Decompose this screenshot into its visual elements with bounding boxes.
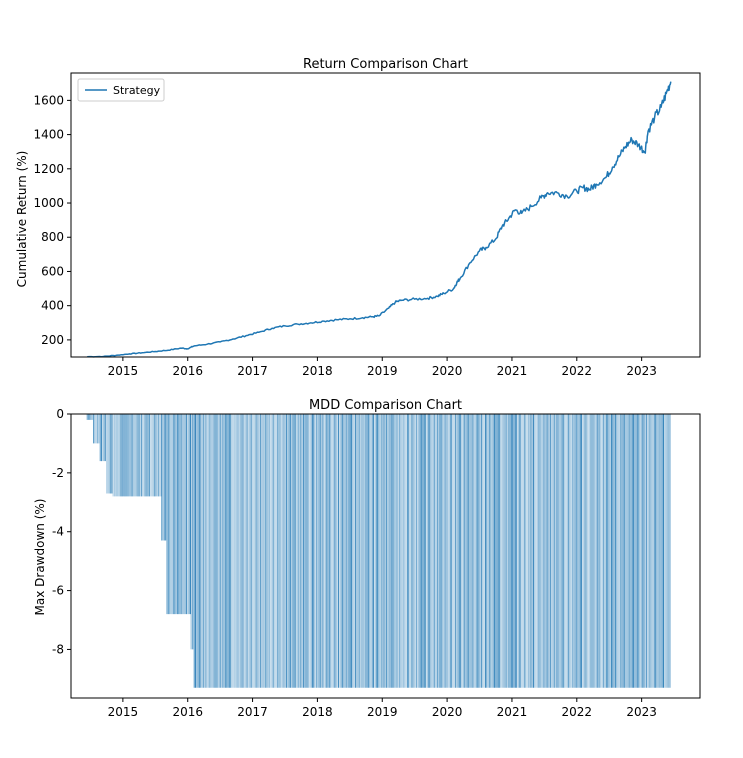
return-x-tick-label: 2021 xyxy=(497,364,528,378)
mdd-plot-area: 2015 2016 2017 2018 2019 2020 2021 2022 2023 0 -2 -… xyxy=(52,407,700,719)
return-x-tick-label: 2023 xyxy=(626,364,657,378)
return-x-tick-label: 2022 xyxy=(562,364,593,378)
mdd-x-tick-label: 2021 xyxy=(497,705,528,719)
legend-box xyxy=(77,78,165,102)
return-y-tick-label: 1200 xyxy=(33,162,64,176)
return-plot-frame xyxy=(70,72,701,358)
mdd-bars xyxy=(86,414,671,688)
mdd-y-tick-label: -6 xyxy=(52,584,64,598)
mdd-x-tick-label: 2023 xyxy=(626,705,657,719)
return-y-tick-label: 800 xyxy=(41,230,64,244)
return-legend: Strategy xyxy=(77,78,165,102)
return-x-tick-label: 2018 xyxy=(302,364,333,378)
return-plot-area: 2015 2016 2017 2018 2019 2020 2021 2022 2023 200 4… xyxy=(33,81,672,378)
legend-label: Strategy xyxy=(113,84,161,97)
return-y-tick-label: 1600 xyxy=(33,93,64,107)
return-y-tick-label: 400 xyxy=(41,299,64,313)
mdd-x-tick-label: 2018 xyxy=(302,705,333,719)
return-chart: Return Comparison Chart Cumulative Retur… xyxy=(15,57,701,378)
mdd-chart-title: MDD Comparison Chart xyxy=(309,398,462,413)
return-x-tick-label: 2019 xyxy=(367,364,398,378)
mdd-x-tick-label: 2017 xyxy=(237,705,268,719)
mdd-x-tick-label: 2019 xyxy=(367,705,398,719)
mdd-y-tick-label: -8 xyxy=(52,642,64,656)
return-x-tick-label: 2016 xyxy=(172,364,203,378)
mdd-y-axis-title: Max Drawdown (%) xyxy=(33,499,47,616)
mdd-y-tick-label: -4 xyxy=(52,525,64,539)
mdd-x-tick-label: 2016 xyxy=(172,705,203,719)
return-y-tick-label: 1000 xyxy=(33,196,64,210)
return-x-tick-label: 2017 xyxy=(237,364,268,378)
return-x-tick-label: 2015 xyxy=(108,364,139,378)
return-y-tick-label: 200 xyxy=(41,333,64,347)
strategy-series-line xyxy=(87,81,672,358)
mdd-y-tick-label: -2 xyxy=(52,466,64,480)
return-y-tick-label: 600 xyxy=(41,264,64,278)
mdd-chart: MDD Comparison Chart Max Drawdown (%) 20… xyxy=(33,398,701,719)
return-y-tick-label: 1400 xyxy=(33,128,64,142)
mdd-plot-frame xyxy=(70,413,701,699)
return-x-tick-label: 2020 xyxy=(432,364,463,378)
mdd-x-tick-label: 2020 xyxy=(432,705,463,719)
mdd-x-tick-label: 2015 xyxy=(108,705,139,719)
mdd-y-tick-label: 0 xyxy=(56,407,64,421)
mdd-x-tick-label: 2022 xyxy=(562,705,593,719)
return-chart-title: Return Comparison Chart xyxy=(303,57,468,72)
return-y-axis-title: Cumulative Return (%) xyxy=(15,151,29,288)
